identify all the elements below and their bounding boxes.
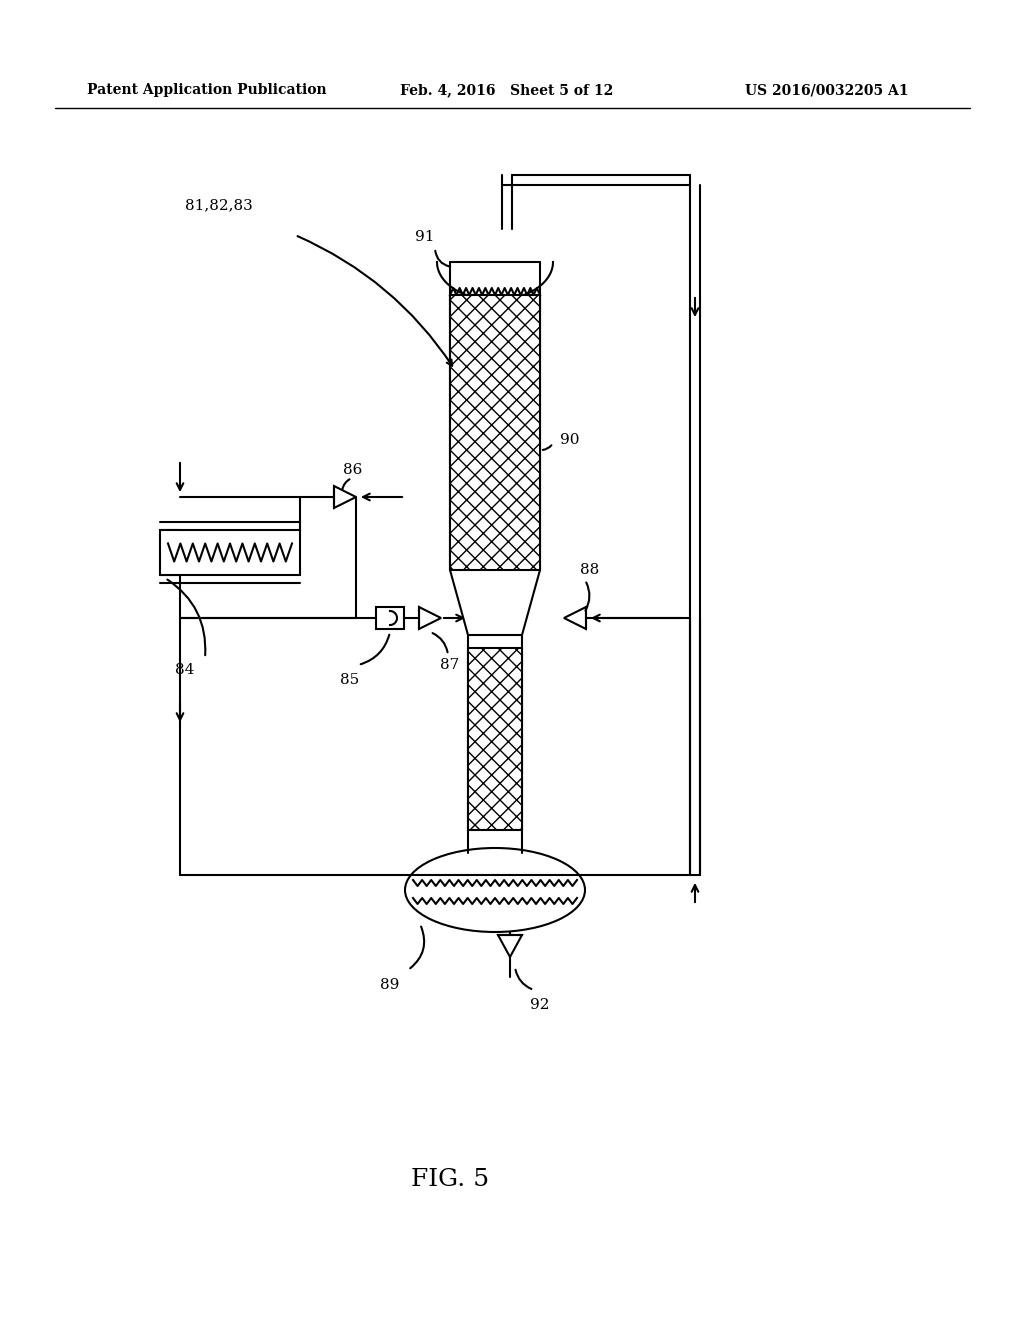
Text: 89: 89 [380,978,399,993]
Text: 92: 92 [530,998,550,1012]
Text: 86: 86 [343,463,362,477]
Text: 84: 84 [175,663,195,677]
Text: 91: 91 [415,230,434,244]
Text: 81,82,83: 81,82,83 [185,198,253,213]
Text: 88: 88 [580,564,599,577]
Bar [376,607,404,630]
Text: Feb. 4, 2016   Sheet 5 of 12: Feb. 4, 2016 Sheet 5 of 12 [400,83,613,96]
Text: Patent Application Publication: Patent Application Publication [87,83,327,96]
Bar [160,531,300,576]
Text: 85: 85 [340,673,359,686]
Text: US 2016/0032205 A1: US 2016/0032205 A1 [745,83,908,96]
Text: 90: 90 [560,433,580,447]
Bar [450,294,540,570]
Text: 87: 87 [440,657,459,672]
Bar [468,648,522,830]
Text: FIG. 5: FIG. 5 [411,1168,489,1192]
